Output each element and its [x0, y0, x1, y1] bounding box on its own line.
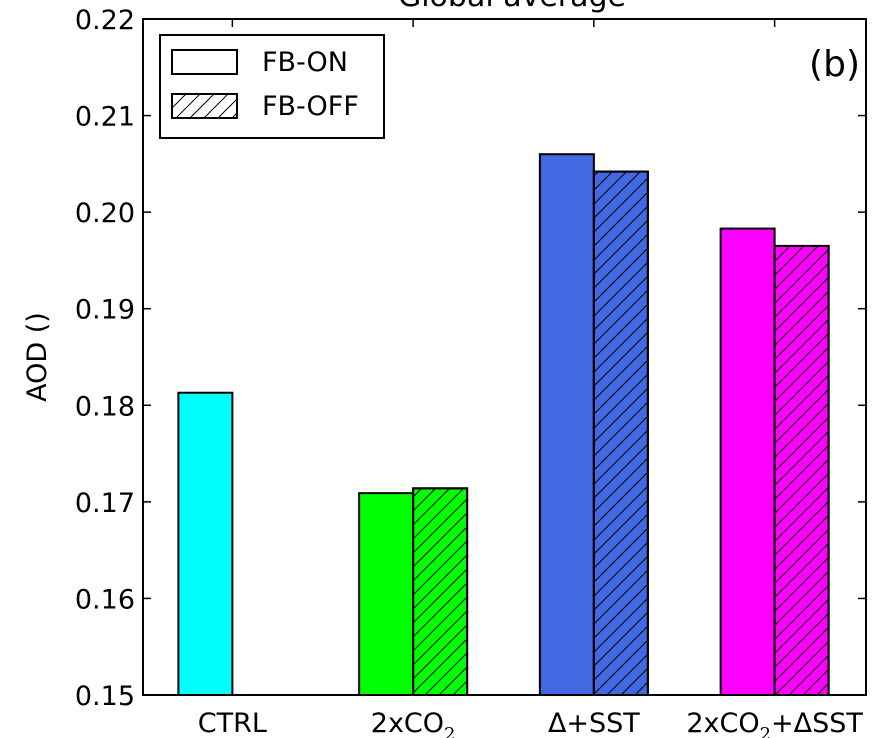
bar-hatch-4 [773, 244, 830, 696]
legend-label-fb-on: FB-ON [262, 47, 348, 78]
bar-hatch-3 [592, 170, 649, 696]
y-tick-label: 0.22 [75, 5, 135, 36]
y-tick-label: 0.15 [75, 681, 135, 712]
x-tick-label: CTRL [198, 708, 267, 738]
bar-fb-on-3 [538, 153, 595, 696]
y-axis-label: AOD () [22, 312, 53, 402]
y-tick-label: 0.17 [75, 488, 135, 519]
legend-swatch-hatch [171, 93, 238, 119]
x-axis: CTRL 2xCO2 Δ+SST 2xCO2+ΔSST [198, 19, 863, 738]
bars-layer [177, 153, 830, 696]
x-tick-label: Δ+SST [548, 708, 640, 738]
panel-label: (b) [809, 44, 860, 85]
x-tick-label: 2xCO2 [371, 708, 456, 738]
x-tick-label-main: Δ+SST [548, 708, 640, 738]
y-tick-label: 0.20 [75, 198, 135, 229]
x-tick-label-main: 2xCO [371, 708, 444, 738]
bar-fb-on-2 [358, 492, 415, 696]
legend-label-fb-off: FB-OFF [262, 91, 359, 122]
x-tick-label-main: CTRL [198, 708, 267, 738]
legend-swatch-fb-on [171, 49, 238, 75]
y-axis: 0.15 0.16 0.17 0.18 0.19 0.20 0.21 0.22 [75, 5, 866, 712]
y-tick-label: 0.18 [75, 391, 135, 422]
legend: FB-ON FB-OFF [159, 34, 385, 139]
y-tick-label: 0.16 [75, 584, 135, 615]
bar-fb-on-1 [177, 391, 234, 696]
bar-fb-on-4 [719, 227, 776, 696]
y-tick-label: 0.21 [75, 102, 135, 133]
x-tick-label-tail: +ΔSST [771, 708, 863, 738]
x-tick-label-main: 2xCO [686, 708, 759, 738]
x-tick-label-subscript: 2 [444, 724, 455, 738]
bar-hatch-2 [412, 487, 469, 696]
chart-title: Global average [398, 0, 626, 14]
x-tick-label: 2xCO2+ΔSST [686, 708, 863, 738]
x-tick-label-subscript: 2 [760, 724, 771, 738]
plot-frame [142, 18, 867, 696]
y-tick-label: 0.19 [75, 295, 135, 326]
